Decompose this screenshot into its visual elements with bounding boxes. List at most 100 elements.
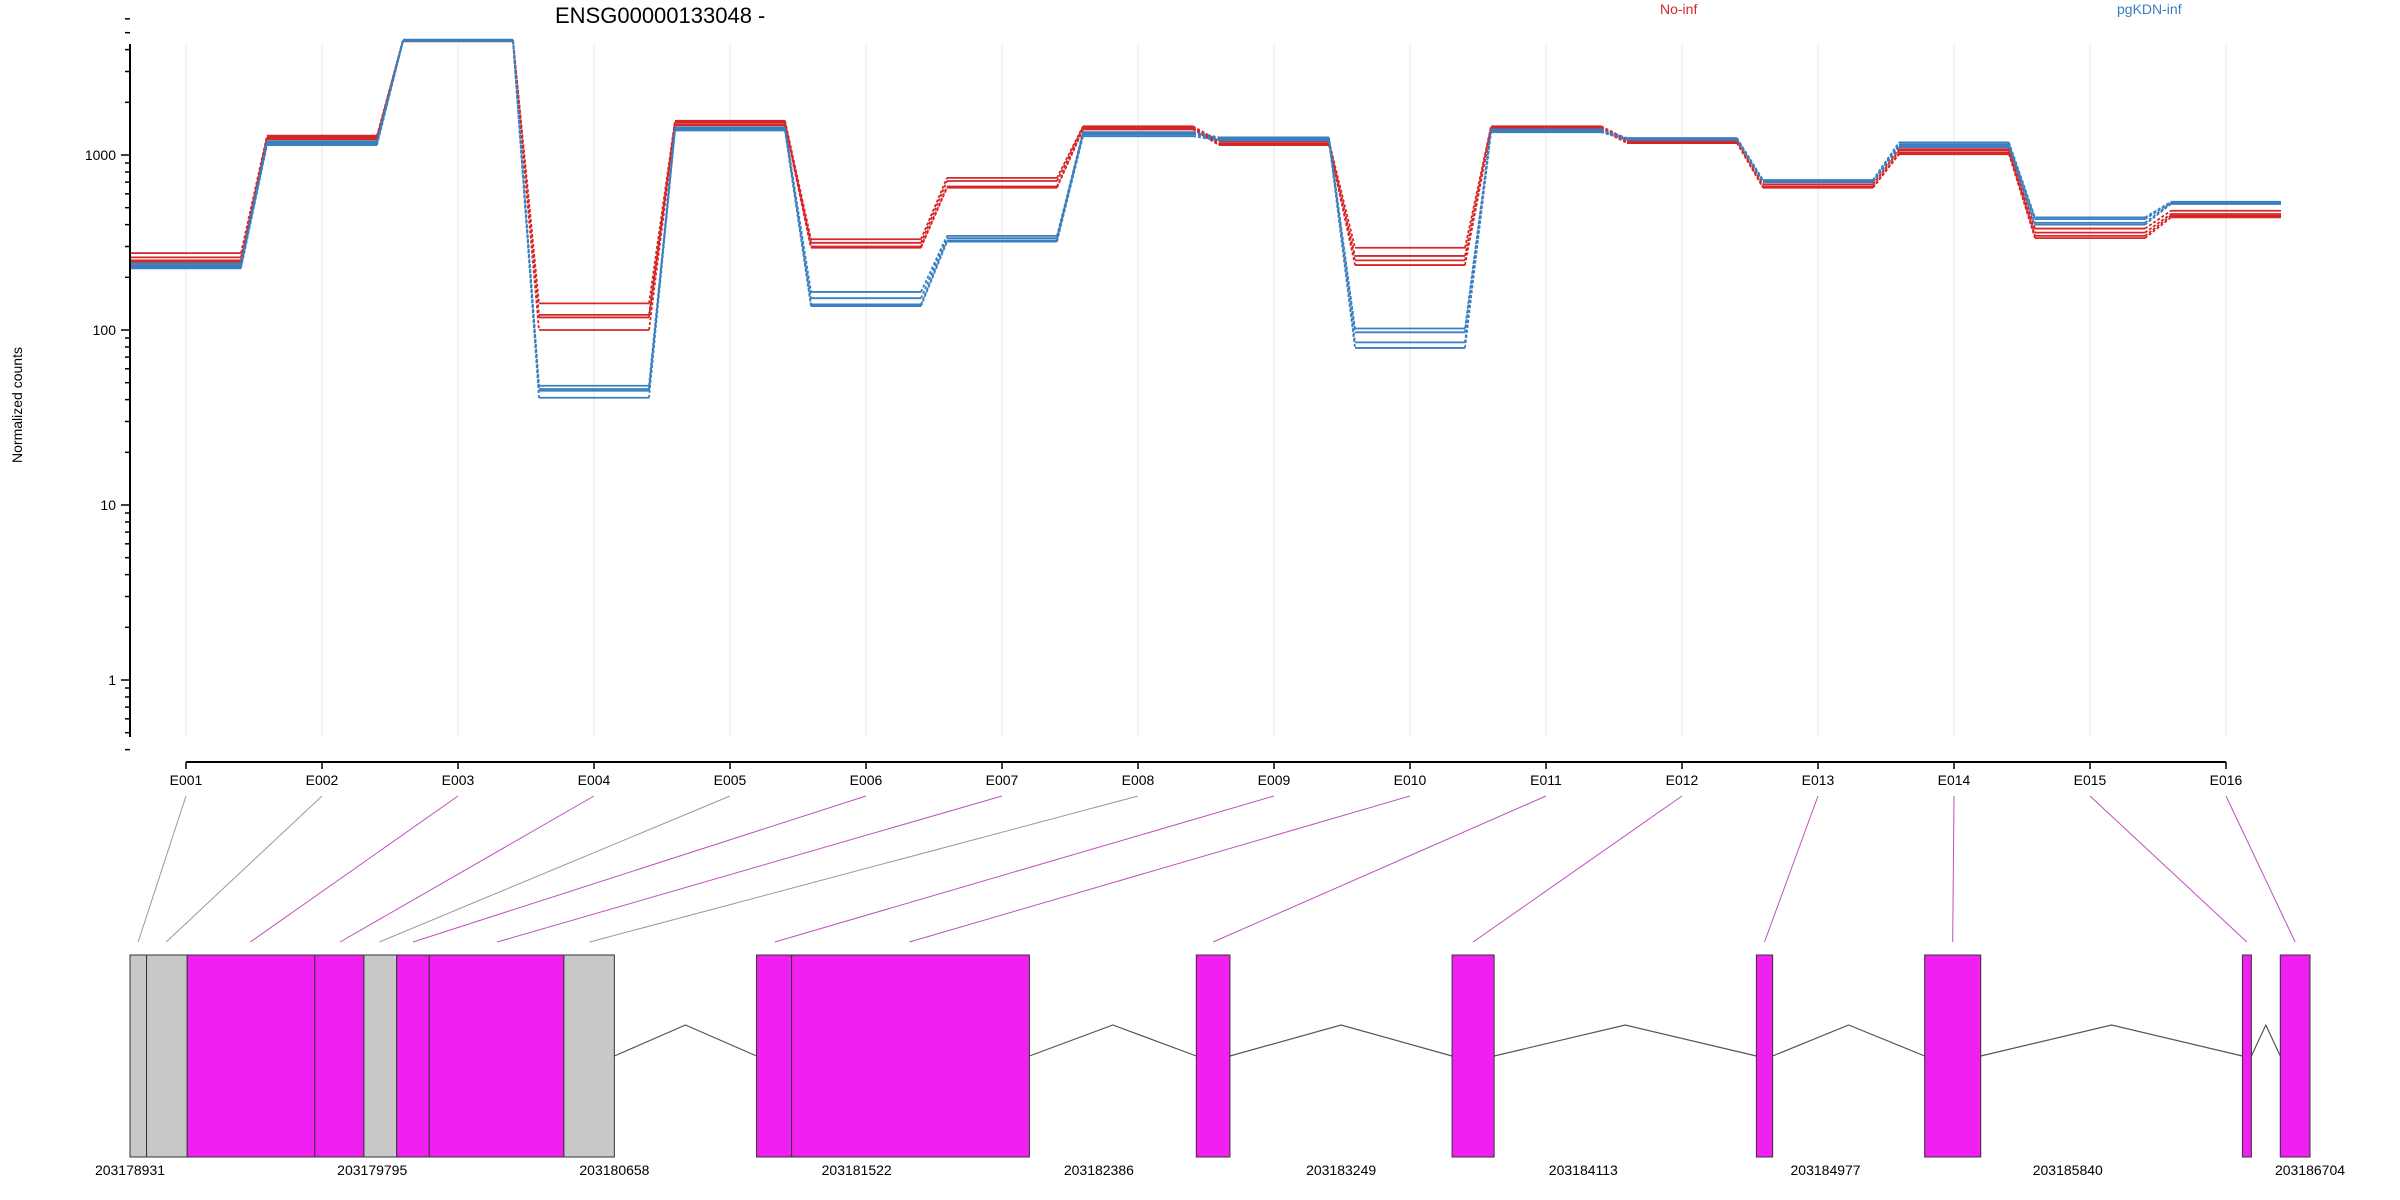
exon-transition — [2008, 144, 2036, 220]
exon-transition — [2008, 150, 2036, 233]
exon-transition — [1464, 129, 1492, 266]
x-tick-label-e008: E008 — [1122, 772, 1155, 788]
connector-e013 — [1764, 795, 1819, 943]
exon-transition — [1056, 131, 1084, 237]
exon-transition — [1192, 131, 1220, 139]
connector-e011 — [1212, 795, 1547, 943]
exon-transition — [376, 40, 404, 146]
intron-line — [1980, 1024, 2243, 1057]
x-tick-label-e007: E007 — [986, 772, 1019, 788]
connector-e001 — [137, 795, 187, 943]
exon-transition — [2008, 146, 2036, 225]
x-tick-label-e009: E009 — [1258, 772, 1291, 788]
exon-block — [2241, 954, 2252, 1158]
exon-transition — [1192, 128, 1220, 146]
exon-transition — [1464, 126, 1492, 248]
connector-e002 — [165, 795, 323, 943]
intron-line — [1229, 1024, 1453, 1057]
exon-block — [1924, 954, 1982, 1158]
exon-transition — [1736, 139, 1764, 183]
intron-line — [614, 1024, 757, 1057]
exon-transition — [2144, 214, 2172, 237]
connector-e010 — [909, 795, 1411, 943]
connector-e009 — [774, 795, 1275, 943]
y-tick-label: 10 — [100, 497, 116, 513]
intron-line — [1772, 1024, 1925, 1057]
exon-transition — [648, 120, 676, 304]
exon-transition — [920, 241, 948, 307]
exon-transition — [648, 129, 676, 391]
x-tick-label-e002: E002 — [306, 772, 339, 788]
connector-e012 — [1472, 795, 1683, 943]
exon-transition — [1056, 129, 1084, 189]
exon-transition — [920, 180, 948, 244]
connector-e016 — [2225, 795, 2296, 943]
exon-transition — [920, 187, 948, 249]
connector-e014 — [1952, 795, 1955, 943]
y-axis: 1 10 100 1000 — [85, 18, 131, 751]
exon-transition — [648, 124, 676, 318]
x-tick-label-e003: E003 — [442, 772, 475, 788]
exon-block — [428, 954, 565, 1158]
exon-transition — [1192, 135, 1220, 142]
exon-transition — [1328, 140, 1356, 248]
exon-transition — [784, 128, 812, 299]
exon-transition — [240, 144, 268, 269]
genomic-axis: 203178931 203179795 203180658 203181522 2031… — [95, 1162, 2345, 1178]
genomic-coordinate-label: 203178931 — [95, 1162, 165, 1178]
x-tick-label-e004: E004 — [578, 772, 611, 788]
x-tick-label-e013: E013 — [1802, 772, 1835, 788]
exon-transition — [920, 240, 948, 305]
x-tick-label-e015: E015 — [2074, 772, 2107, 788]
exon-transition — [2144, 201, 2172, 220]
genomic-coordinate-label: 203184113 — [1549, 1162, 1618, 1178]
y-tick-label: 1 — [108, 672, 116, 688]
y-tick-label: 1000 — [85, 147, 116, 163]
exon-transition — [1192, 133, 1220, 141]
genomic-coordinate-label: 203181522 — [822, 1162, 892, 1178]
exon-transition — [1600, 131, 1628, 141]
legend-no-inf: No-inf — [1660, 1, 1697, 17]
x-tick-label-e012: E012 — [1666, 772, 1699, 788]
exon-transition — [1464, 132, 1492, 349]
exon-transition — [784, 130, 812, 307]
exon-transition — [1872, 141, 1900, 181]
genomic-coordinate-label: 203182386 — [1064, 1162, 1134, 1178]
gene-model — [129, 954, 2311, 1158]
genomic-coordinate-label: 203185840 — [2033, 1162, 2103, 1178]
exon-transition — [784, 125, 812, 248]
exon-transition — [1736, 141, 1764, 188]
exon-transition — [1872, 146, 1900, 183]
genomic-coordinate-label: 203179795 — [337, 1162, 407, 1178]
exon-transition — [2144, 202, 2172, 224]
exon-transition — [2144, 203, 2172, 226]
x-tick-label-e001: E001 — [170, 772, 203, 788]
exon-connectors — [137, 795, 2296, 943]
chart-title: ENSG00000133048 - — [555, 3, 765, 28]
exon-block — [1755, 954, 1774, 1158]
exon-block — [791, 954, 1030, 1158]
connector-e007 — [496, 795, 1003, 943]
x-tick-label-e014: E014 — [1938, 772, 1971, 788]
exon-block — [186, 954, 316, 1158]
vertical-gridlines — [185, 44, 2227, 736]
exon-transition — [2144, 216, 2172, 239]
exon-block — [2279, 954, 2311, 1158]
series-layer — [131, 38, 2281, 399]
exon-transition — [920, 237, 948, 299]
genomic-coordinate-label: 203180658 — [579, 1162, 649, 1178]
exon-transition — [1736, 142, 1764, 189]
exon-transition — [376, 40, 404, 144]
connector-e006 — [412, 795, 867, 943]
x-tick-label-e016: E016 — [2210, 772, 2243, 788]
x-tick-label-e005: E005 — [714, 772, 747, 788]
exon-transition — [2008, 142, 2036, 218]
exon-block — [1195, 954, 1231, 1158]
x-tick-label-e010: E010 — [1394, 772, 1427, 788]
genomic-coordinate-label: 203183249 — [1306, 1162, 1376, 1178]
exon-transition — [1192, 127, 1220, 146]
exon-transition — [1872, 150, 1900, 185]
intron-line — [1029, 1024, 1197, 1057]
x-tick-label-e006: E006 — [850, 772, 883, 788]
